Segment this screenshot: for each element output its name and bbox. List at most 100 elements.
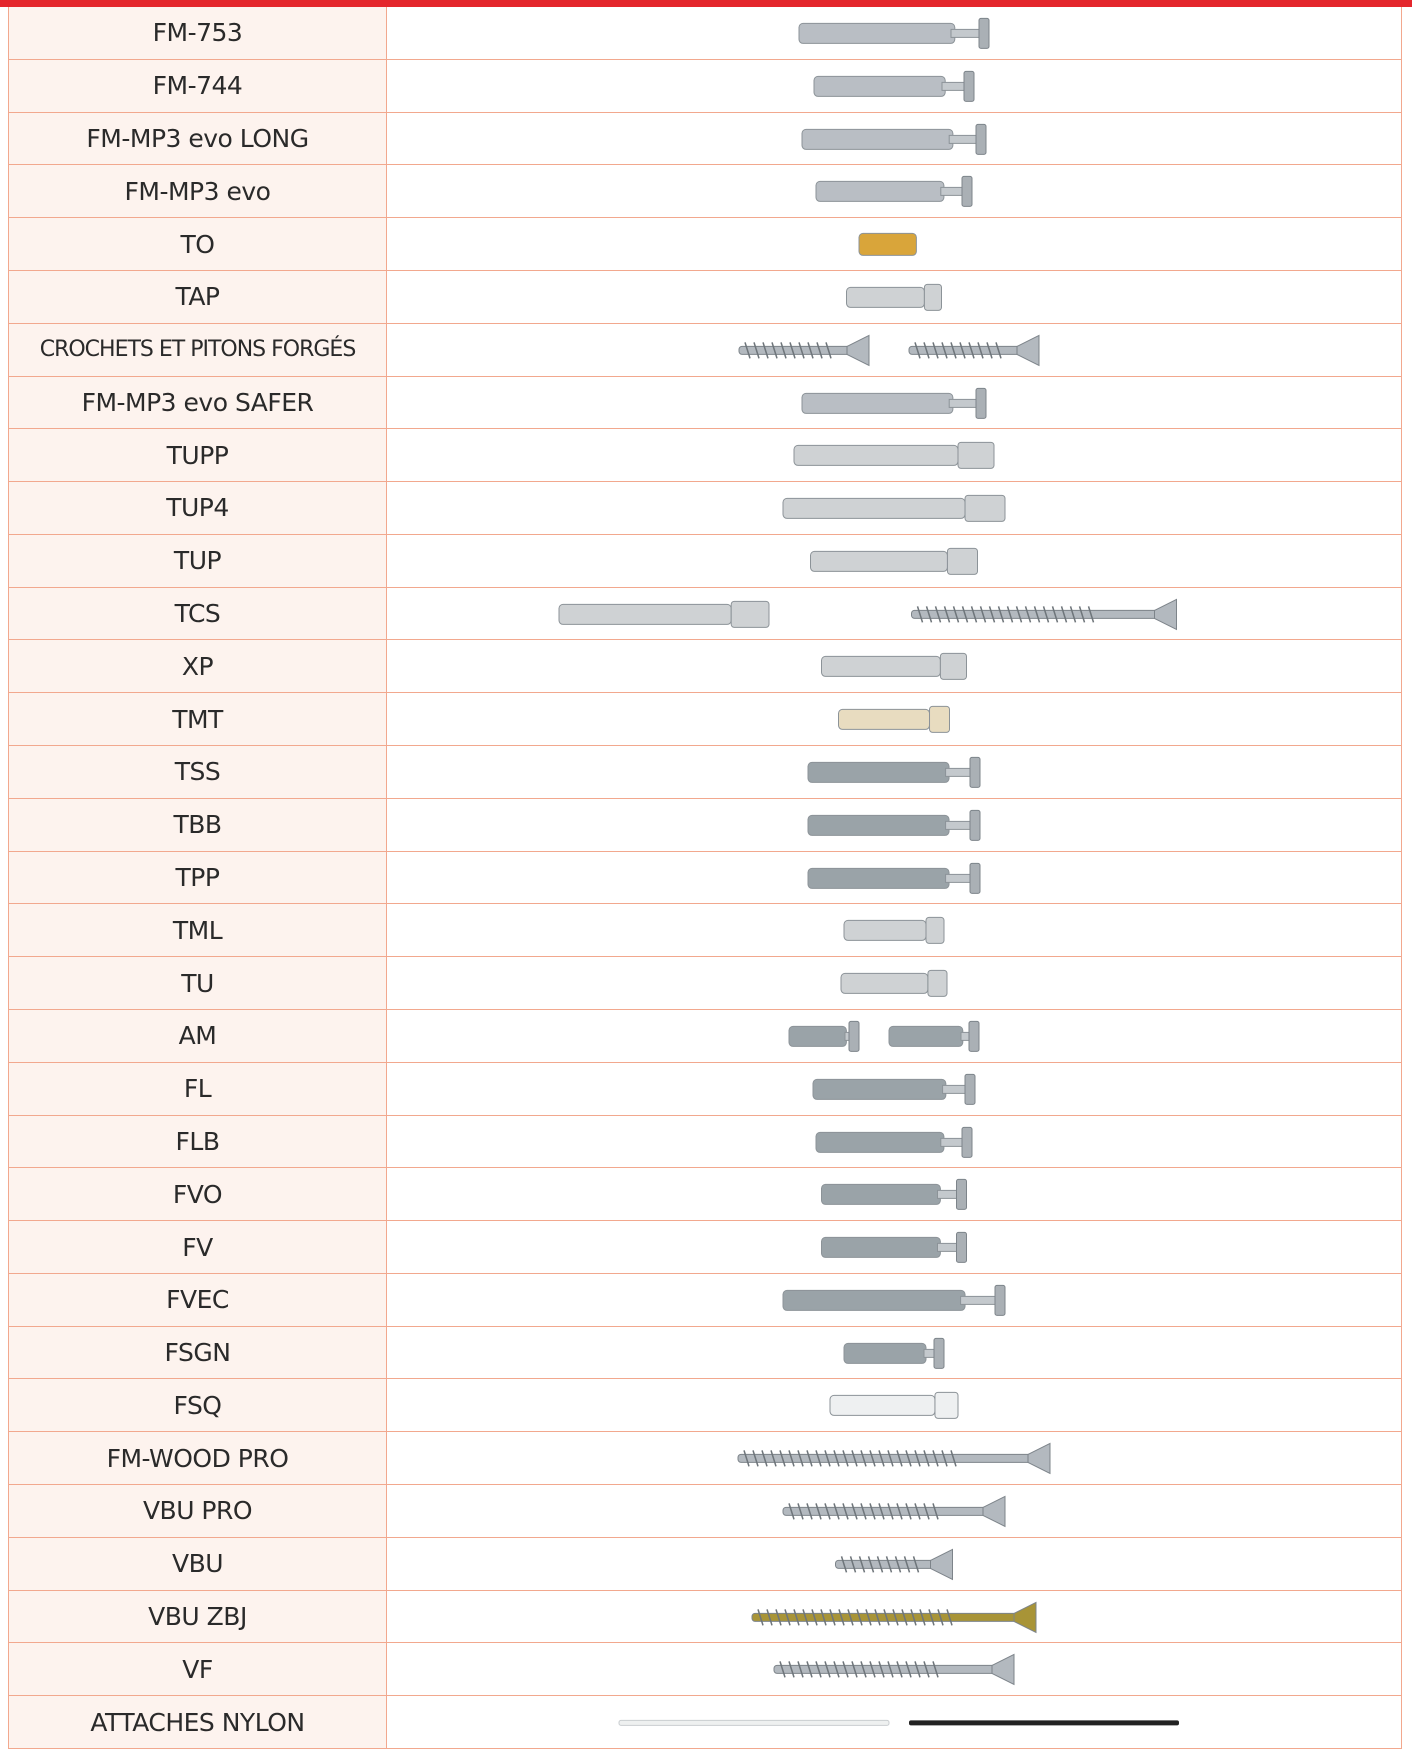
fastener-body — [802, 393, 953, 413]
product-name: XP — [9, 640, 387, 692]
product-picture-cell — [387, 165, 1401, 217]
table-row: TPP — [8, 852, 1402, 905]
product-picture — [387, 904, 1401, 956]
product-picture-cell — [387, 852, 1401, 904]
product-picture-cell — [387, 377, 1401, 429]
product-picture — [387, 640, 1401, 692]
fastener-body — [811, 551, 948, 571]
screw-head — [1155, 599, 1177, 629]
fastener-head — [995, 1285, 1005, 1315]
screw-head — [983, 1496, 1005, 1526]
product-picture — [387, 693, 1401, 745]
product-picture-cell — [387, 799, 1401, 851]
product-picture — [387, 482, 1401, 534]
product-picture — [387, 1116, 1401, 1168]
product-picture — [387, 535, 1401, 587]
fastener-body — [808, 868, 949, 888]
fastener-bolt — [946, 874, 974, 882]
table-row: FSQ — [8, 1379, 1402, 1432]
product-picture — [387, 1010, 1401, 1062]
table-row: FM-MP3 evo SAFER — [8, 377, 1402, 430]
fastener-head — [965, 1074, 975, 1104]
fastener-collar — [940, 654, 966, 680]
fastener-body — [802, 129, 953, 149]
fastener-collar — [926, 918, 944, 944]
table-row: TCS — [8, 588, 1402, 641]
product-picture-cell — [387, 1221, 1401, 1273]
product-name: FSGN — [9, 1327, 387, 1379]
table-row: TUP4 — [8, 482, 1402, 535]
table-row: FLB — [8, 1116, 1402, 1169]
fastener-head — [976, 388, 986, 418]
table-row: VBU ZBJ — [8, 1591, 1402, 1644]
product-picture — [387, 1485, 1401, 1537]
table-row: ATTACHES NYLON — [8, 1696, 1402, 1749]
screw-head — [931, 1549, 953, 1579]
product-name: FM-MP3 evo — [9, 165, 387, 217]
product-picture — [387, 218, 1401, 270]
product-name: CROCHETS ET PITONS FORGÉS — [9, 324, 387, 376]
table-row: TSS — [8, 746, 1402, 799]
product-picture-cell — [387, 1168, 1401, 1220]
table-row: AM — [8, 1010, 1402, 1063]
table-row: FV — [8, 1221, 1402, 1274]
product-name: FM-WOOD PRO — [9, 1432, 387, 1484]
product-picture-cell — [387, 271, 1401, 323]
screw-head — [847, 335, 869, 365]
product-name: FVEC — [9, 1274, 387, 1326]
fastener-bolt — [951, 29, 981, 37]
product-name: FVO — [9, 1168, 387, 1220]
product-picture-cell — [387, 1274, 1401, 1326]
fastener-head — [979, 18, 989, 48]
product-picture — [387, 852, 1401, 904]
table-row: FSGN — [8, 1327, 1402, 1380]
product-name: FM-744 — [9, 60, 387, 112]
product-name: TML — [9, 904, 387, 956]
product-name: FV — [9, 1221, 387, 1273]
fastener-body — [783, 498, 965, 518]
fastener-head — [970, 810, 980, 840]
table-row: FM-MP3 evo — [8, 165, 1402, 218]
fastener-body — [822, 657, 941, 677]
product-name: VF — [9, 1643, 387, 1695]
fastener-body — [559, 604, 731, 624]
product-picture-cell — [387, 218, 1401, 270]
product-name: TUPP — [9, 429, 387, 481]
table-row: FM-753 — [8, 7, 1402, 60]
table-row: VBU — [8, 1538, 1402, 1591]
screw-head — [992, 1655, 1014, 1685]
fastener-body — [847, 287, 925, 307]
table-row: TAP — [8, 271, 1402, 324]
fastener-body — [816, 182, 944, 202]
fastener-body — [841, 974, 928, 994]
product-picture-cell — [387, 113, 1401, 165]
fastener-body — [808, 762, 949, 782]
product-picture — [387, 1379, 1401, 1431]
fastener-body — [799, 23, 955, 43]
product-picture-cell — [387, 640, 1401, 692]
fastener-collar — [928, 971, 947, 997]
table-row: VBU PRO — [8, 1485, 1402, 1538]
product-name: TPP — [9, 852, 387, 904]
fastener-collar — [947, 548, 977, 574]
fastener-head — [962, 177, 972, 207]
product-name: TCS — [9, 588, 387, 640]
fastener-body — [816, 1132, 944, 1152]
fastener-body — [813, 1079, 946, 1099]
fastener-collar — [731, 601, 769, 627]
fastener-body — [830, 1396, 935, 1416]
table-row: XP — [8, 640, 1402, 693]
table-row: FVEC — [8, 1274, 1402, 1327]
table-row: FM-WOOD PRO — [8, 1432, 1402, 1485]
screw-shank — [783, 1507, 987, 1515]
product-name: FM-753 — [9, 7, 387, 59]
product-name: ATTACHES NYLON — [9, 1696, 387, 1748]
product-picture-cell — [387, 482, 1401, 534]
product-name: TUP4 — [9, 482, 387, 534]
fastener-bolt — [949, 399, 978, 407]
fastener-body — [794, 446, 958, 466]
product-picture-cell — [387, 904, 1401, 956]
product-picture-cell — [387, 1432, 1401, 1484]
product-name: TSS — [9, 746, 387, 798]
product-name: FM-MP3 evo LONG — [9, 113, 387, 165]
